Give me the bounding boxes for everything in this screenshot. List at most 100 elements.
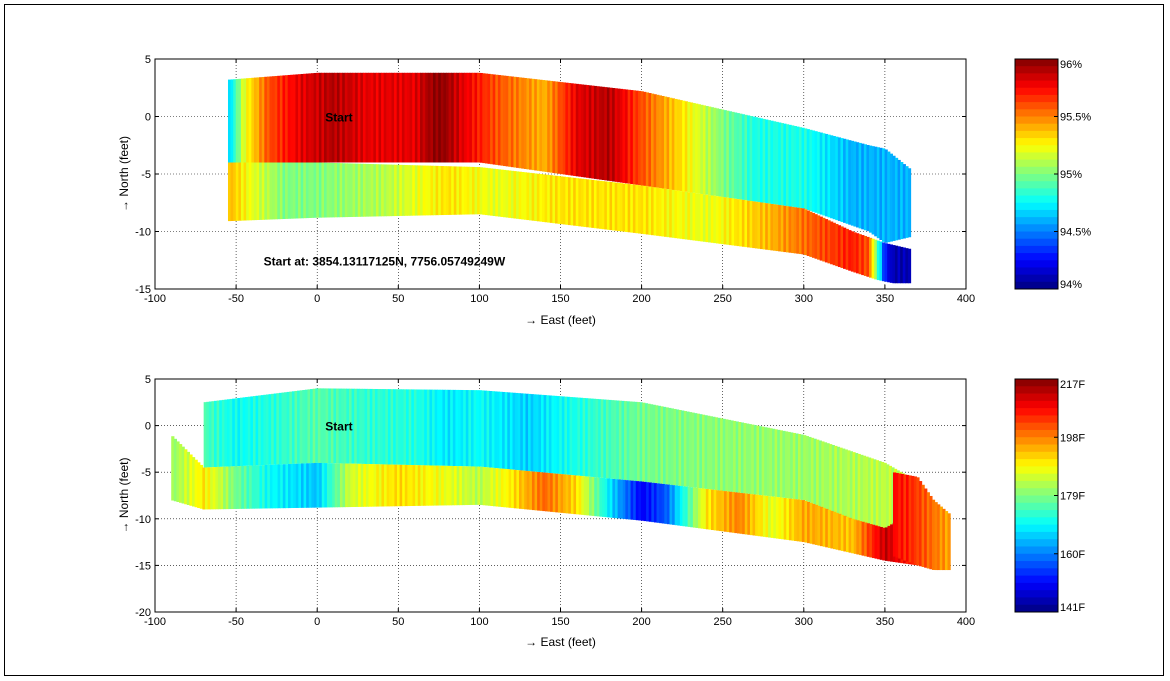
track-segment [311,162,315,218]
track-segment [728,111,733,199]
track-segment [311,73,315,163]
track-segment [281,392,285,465]
track-segment [194,459,198,508]
track-segment [861,235,865,276]
track-segment [596,477,601,517]
track-segment [460,389,464,467]
track-segment [863,144,868,231]
track-segment [238,466,242,509]
colorbar-band [1015,109,1058,117]
track-segment [857,453,861,524]
track-segment [633,480,637,520]
colorbar-band [1015,274,1058,283]
track-segment [463,390,467,467]
track-segment [458,166,463,215]
track-segment [666,97,670,190]
y-tick-label: -10 [135,227,151,239]
track-segment [339,463,344,508]
track-segment [726,197,730,245]
track-segment [778,205,782,252]
track-segment [560,82,564,175]
track-segment [542,80,546,172]
track-segment [267,464,271,509]
track-segment [511,469,515,509]
track-segment [596,180,600,229]
track-segment [814,214,818,259]
track-segment [512,392,516,470]
track-segment [565,177,569,225]
track-segment [562,82,566,175]
track-segment [344,163,348,218]
track-segment [604,181,608,230]
track-segment [778,122,782,206]
track-segment [827,134,831,218]
track-segment [531,78,535,171]
track-segment [648,93,652,187]
track-segment [883,462,887,535]
track-segment [918,481,923,567]
track-segment [282,162,286,219]
track-segment [380,389,384,465]
track-segment [250,396,254,466]
x-tick-label: 350 [876,293,894,305]
track-segment [843,227,847,269]
track-segment [819,132,823,215]
track-segment [850,231,855,272]
colorbar-band [1015,386,1058,394]
track-segment [171,436,175,501]
track-segment [762,118,766,203]
track-segment [696,413,700,488]
colorbar-band [1015,524,1058,533]
track-segment [709,416,713,490]
track-segment [840,514,844,551]
track-segment [907,248,912,284]
track-segment [365,464,370,507]
track-segment [769,428,773,497]
track-segment [690,487,694,528]
track-segment [675,409,680,486]
track-segment [747,493,751,535]
track-segment [856,142,860,228]
track-segment [396,72,400,163]
track-segment [294,390,298,464]
track-segment [275,464,279,509]
track-segment [407,72,411,163]
track-segment [884,243,888,282]
track-segment [832,222,836,266]
track-segment [203,402,207,468]
track-segment [350,463,354,508]
track-segment [907,168,912,238]
track-segment [619,88,624,183]
track-segment [523,172,528,220]
track-segment [658,188,662,237]
track-segment [443,72,447,163]
track-segment [482,167,486,215]
track-segment [336,163,341,218]
track-segment [687,101,691,193]
track-segment [775,497,780,539]
track-segment [176,441,180,503]
track-segment [443,465,447,506]
track-segment [625,183,629,232]
track-segment [433,165,437,216]
track-segment [630,184,634,233]
track-segment [452,389,456,467]
track-segment [827,220,831,264]
track-segment [749,201,753,248]
colorbar-band [1015,590,1058,598]
track-segment [434,389,438,466]
track-segment [703,488,707,529]
track-segment [640,91,644,186]
track-segment [853,232,857,273]
track-segment [282,464,287,509]
track-segment [438,165,442,216]
track-segment [531,471,536,511]
track-segment [760,495,764,537]
track-segment [731,111,735,199]
track-segment [277,464,281,509]
track-segment [284,392,288,465]
track-segment [373,164,377,217]
track-segment [638,481,642,521]
track-segment [324,72,328,163]
track-segment [881,148,886,242]
